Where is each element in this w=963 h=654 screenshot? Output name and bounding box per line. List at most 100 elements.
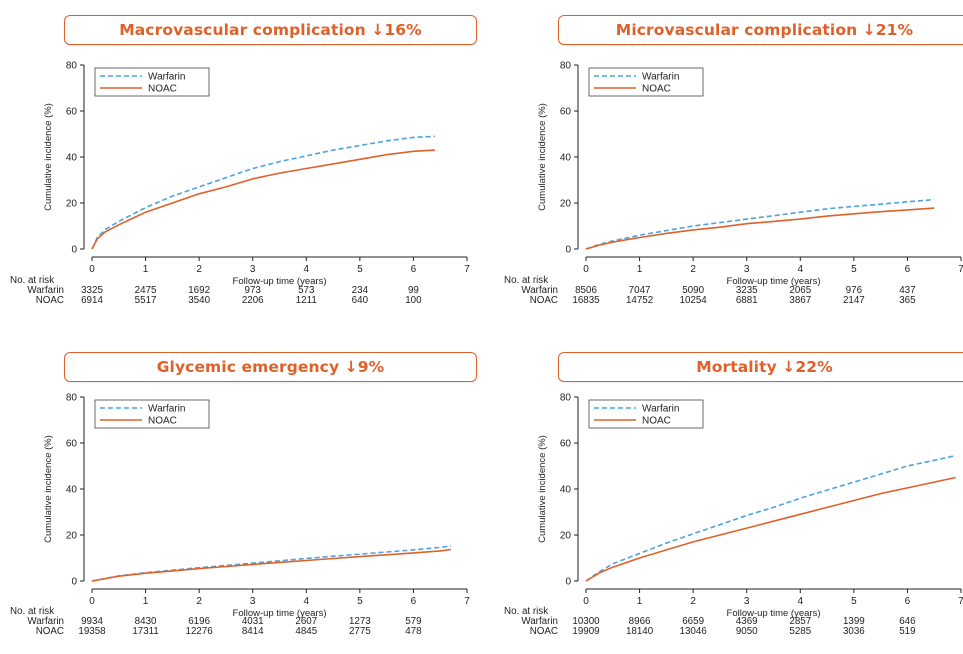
x-axis-label: Follow-up time (years) (727, 608, 821, 619)
x-axis-label: Follow-up time (years) (233, 276, 327, 287)
risk-value: 5285 (789, 626, 811, 637)
x-tick-label: 4 (304, 596, 310, 607)
chart-title-banner: Glycemic emergency ↓9% (64, 352, 477, 382)
risk-value: 8430 (135, 616, 157, 627)
risk-value: 437 (899, 285, 915, 296)
x-tick-label: 5 (357, 596, 363, 607)
risk-row-label: NOAC (36, 626, 64, 637)
x-tick-label: 4 (798, 264, 804, 275)
legend-box (94, 67, 210, 97)
risk-value: 1273 (349, 616, 371, 627)
x-axis-label: Follow-up time (years) (727, 276, 821, 287)
y-axis-label: Cumulative incidence (%) (537, 435, 548, 543)
risk-row-label: NOAC (36, 295, 64, 306)
risk-value: 9934 (81, 616, 103, 627)
risk-value: 6659 (682, 616, 704, 627)
legend-label: NOAC (642, 84, 671, 95)
risk-value: 100 (405, 295, 422, 306)
risk-value: 17311 (132, 626, 159, 637)
risk-value: 478 (405, 626, 422, 637)
risk-table-header: No. at risk (504, 606, 548, 617)
y-tick-label: 0 (565, 577, 571, 588)
legend-box (94, 399, 210, 429)
x-tick-label: 0 (89, 596, 95, 607)
series-line-noac (585, 476, 956, 582)
x-tick-label: 5 (851, 596, 857, 607)
x-tick-label: 5 (851, 264, 857, 275)
risk-value: 6914 (81, 295, 103, 306)
y-tick-label: 40 (560, 153, 572, 164)
risk-value: 365 (899, 295, 916, 306)
risk-value: 4845 (295, 626, 317, 637)
series-line-noac (91, 548, 452, 582)
risk-value: 2775 (349, 626, 371, 637)
y-tick-label: 0 (71, 245, 77, 256)
risk-table-header: No. at risk (10, 606, 54, 617)
x-tick-label: 6 (905, 264, 911, 275)
risk-value: 19909 (572, 626, 599, 637)
risk-value: 16835 (572, 295, 600, 306)
risk-value: 2607 (295, 616, 317, 627)
y-tick-label: 40 (560, 485, 572, 496)
risk-value: 3235 (736, 285, 758, 296)
risk-value: 12276 (186, 626, 214, 637)
risk-value: 14752 (626, 295, 653, 306)
series-line-noac (91, 149, 435, 250)
y-tick-label: 80 (560, 393, 572, 404)
legend-label: Warfarin (148, 404, 185, 415)
x-tick-label: 7 (958, 596, 963, 607)
risk-row-label: Warfarin (521, 285, 558, 296)
risk-value: 3036 (843, 626, 865, 637)
risk-value: 18140 (626, 626, 654, 637)
risk-value: 1692 (188, 285, 210, 296)
risk-value: 10300 (572, 616, 600, 627)
y-tick-label: 20 (560, 531, 572, 542)
legend-label: Warfarin (642, 404, 679, 415)
risk-value: 973 (245, 285, 262, 296)
risk-row-label: Warfarin (521, 616, 558, 627)
risk-value: 6196 (188, 616, 210, 627)
x-tick-label: 3 (744, 596, 750, 607)
series-line-warfarin (585, 454, 956, 582)
series-line-warfarin (585, 198, 935, 250)
y-tick-label: 20 (560, 199, 572, 210)
risk-row-label: Warfarin (27, 285, 64, 296)
risk-value: 2475 (135, 285, 157, 296)
chart-panel-mortality: Mortality ↓22% 0 20 40 60 80 0 1 2 3 4 5 6 7 Follow-u… (494, 334, 963, 654)
risk-row-label: NOAC (530, 626, 558, 637)
y-tick-label: 0 (71, 577, 77, 588)
risk-value: 7047 (629, 285, 651, 296)
y-tick-label: 60 (66, 107, 78, 118)
chart-title-banner: Macrovascular complication ↓16% (64, 15, 477, 45)
x-tick-label: 6 (905, 596, 911, 607)
chart-panel-macrovascular: Macrovascular complication ↓16% 0 20 40 60 8… (0, 0, 477, 320)
y-axis-label: Cumulative incidence (%) (43, 435, 54, 543)
x-tick-label: 6 (411, 596, 417, 607)
x-tick-label: 1 (637, 264, 643, 275)
risk-value: 5090 (682, 285, 704, 296)
risk-value: 3540 (188, 295, 210, 306)
y-axis-label: Cumulative incidence (%) (537, 103, 548, 211)
x-tick-label: 6 (411, 264, 417, 275)
risk-table-header: No. at risk (504, 275, 548, 286)
x-tick-label: 3 (250, 596, 256, 607)
risk-value: 8414 (242, 626, 264, 637)
x-tick-label: 1 (143, 596, 149, 607)
risk-value: 234 (352, 285, 369, 296)
x-tick-label: 7 (464, 264, 470, 275)
y-tick-label: 60 (560, 439, 572, 450)
risk-value: 13046 (680, 626, 708, 637)
x-tick-label: 2 (196, 264, 202, 275)
y-tick-label: 80 (66, 393, 78, 404)
y-tick-label: 40 (66, 153, 78, 164)
risk-value: 10254 (680, 295, 708, 306)
legend-label: Warfarin (148, 72, 185, 83)
y-tick-label: 60 (66, 439, 78, 450)
risk-table-header: No. at risk (10, 275, 54, 286)
risk-row-label: NOAC (530, 295, 558, 306)
risk-value: 2147 (843, 295, 865, 306)
risk-value: 4031 (242, 616, 264, 627)
legend-label: NOAC (642, 416, 671, 427)
